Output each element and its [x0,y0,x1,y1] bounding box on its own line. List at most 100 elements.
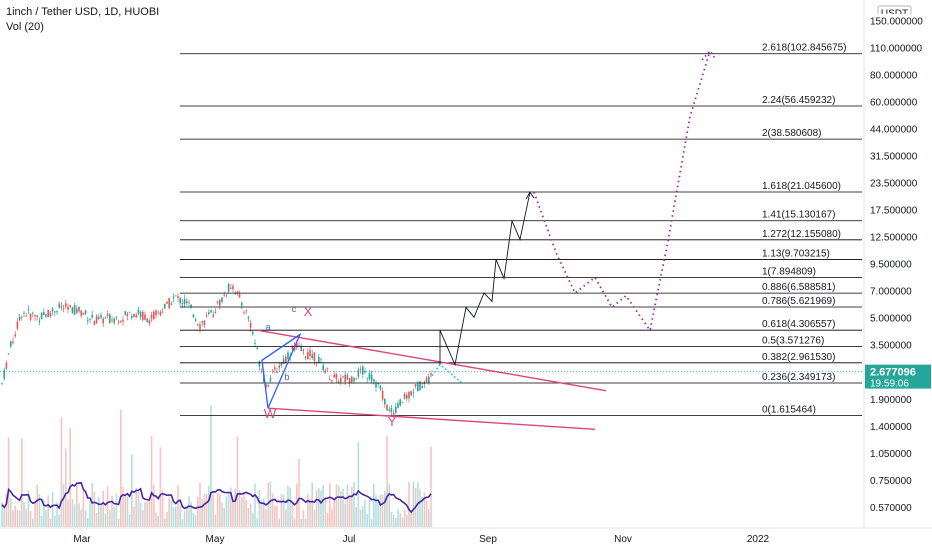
volume-bar [289,487,291,527]
candle-body [98,317,100,319]
candle-body [1,383,3,385]
time-tick-label: Mar [73,534,91,545]
candle-body [137,309,140,314]
volume-bar [71,498,74,527]
candle-body [29,313,32,320]
volume-bar [106,486,109,527]
fib-level-label: 0.786(5.621969) [762,296,835,307]
volume-bar [104,513,107,527]
volume-bar [192,512,195,527]
price-tick-label: 12.500000 [870,233,918,244]
candle-body [291,346,294,350]
volume-bar [120,409,122,527]
candle-body [179,298,181,304]
volume-bar [199,482,201,527]
candle-body [76,308,78,313]
volume-bar [190,502,192,527]
candle-body [271,369,274,371]
candle-body [258,361,261,367]
volume-bar [18,510,21,527]
volume-bar [210,405,212,527]
candle-body [38,320,41,323]
candle-body [401,401,404,403]
candle-body [379,385,382,390]
volume-bar [333,500,335,527]
candle-body [225,295,228,297]
volume-bar [236,436,239,527]
drawings[interactable]: W X Ya b c [0,49,864,431]
candle-body [203,320,206,326]
candle-body [159,312,162,316]
volume-bar [188,496,190,527]
time-tick-label: Jul [343,534,356,545]
candle-body [10,341,12,347]
volume-bar [263,498,265,527]
candle-body [399,399,401,406]
candle-body [71,307,74,313]
price-axis[interactable]: USDT150.000000110.00000080.00000060.0000… [863,0,932,550]
volume-bar [320,490,322,527]
volume-bar [280,494,283,527]
candle-body [366,377,368,379]
volume-bar [254,483,256,527]
volume-bar [230,487,232,527]
volume-bar [278,518,280,527]
volume-bar [359,509,362,527]
candle-body [406,394,408,399]
price-tick-label: 150.000000 [870,16,923,27]
candle-body [219,299,221,306]
volume-bar [406,514,408,527]
candle-body [7,353,10,355]
candle-body [359,369,362,370]
volume-bar [32,518,34,527]
short-projection [431,363,463,384]
candle-body [56,310,58,313]
candle-body [384,398,386,405]
volume-bar [65,448,67,527]
volume-bar [245,499,247,527]
wave-label: X [304,304,313,319]
candle-body [212,314,214,317]
volume-bar [95,512,98,527]
price-tick-label: 3.500000 [870,341,912,352]
volume-indicator-label[interactable]: Vol (20) [6,21,44,33]
fib-level-label: 2(38.580608) [762,128,822,139]
time-axis[interactable]: Mar May Jul Sep Nov 2022 [0,527,932,545]
volume-bar [78,503,80,527]
price-tick-label: 1.400000 [870,422,912,433]
volume-bar [430,446,432,527]
volume-bar [159,447,162,527]
volume-bar [201,498,203,527]
volume-bar [403,509,406,527]
candle-body [95,315,98,323]
candle-body [357,369,360,377]
candle-body [282,359,285,364]
candle-body [377,383,379,385]
fib-extension[interactable]: 0(1.615464) 0.236(2.349173) 0.382(2.961530… [180,43,862,417]
candle-body [181,303,184,304]
fib-level-label: 0.382(2.961530) [762,352,835,363]
candle-body [47,310,49,318]
wedge-lower-line [267,407,596,431]
volume-bar [175,506,177,527]
wave-label: c [292,304,297,314]
volume-bar [410,513,412,527]
candle-body [122,319,124,322]
candle-body [397,403,399,408]
price-tick-label: 23.500000 [870,179,918,190]
volume-bar [69,428,71,527]
volume-bar [326,513,329,527]
time-tick-label: 2022 [747,534,770,545]
candle-body [337,381,340,383]
volume-bar [401,517,404,527]
candle-body [190,304,192,307]
volume-bar [164,518,166,527]
candle-body [221,297,223,302]
candle-body [390,407,393,412]
candle-body [227,283,230,292]
candle-body [166,301,168,304]
candle-body [216,302,219,304]
candle-body [313,352,316,361]
candle-body [326,367,329,369]
